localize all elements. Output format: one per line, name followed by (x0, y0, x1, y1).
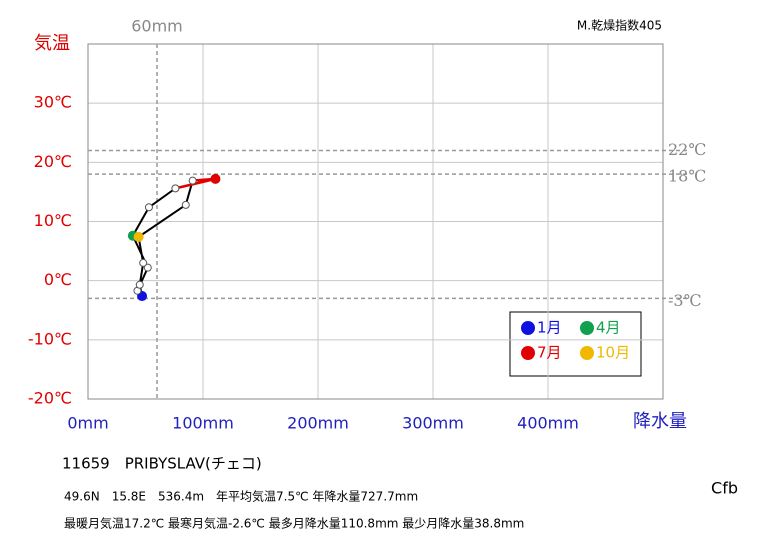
info-line: 49.6N 15.8E 536.4m 年平均気温7.5℃ 年降水量727.7mm (64, 489, 418, 504)
x-tick-label: 200mm (287, 414, 349, 433)
reference-label: 60mm (131, 17, 183, 36)
y-tick-label: 10℃ (34, 211, 72, 230)
dryness-index: M.乾燥指数405 (577, 18, 662, 33)
point (143, 263, 152, 272)
station: 11659 PRIBYSLAV(チェコ) (62, 455, 262, 473)
legend-label: 7月 (537, 344, 562, 362)
legend-label: 4月 (596, 319, 621, 337)
legend-label: 10月 (596, 344, 630, 362)
point (181, 200, 190, 209)
x-title: 降水量 (633, 411, 687, 432)
reference-label: 18℃ (668, 167, 706, 186)
x-tick-label: 400mm (517, 414, 579, 433)
reference-label: 22℃ (668, 140, 706, 159)
y-tick-label: 0℃ (44, 270, 72, 289)
point (139, 258, 148, 267)
legend-marker (580, 321, 594, 335)
x-tick-label: 300mm (402, 414, 464, 433)
y-tick-label: 30℃ (34, 93, 72, 112)
y-tick-label: 20℃ (34, 152, 72, 171)
point (171, 184, 180, 193)
info-line: 最暖月気温17.2℃ 最寒月気温-2.6℃ 最多月降水量110.8mm 最少月降… (64, 516, 524, 531)
month-point (133, 231, 144, 242)
legend-label: 1月 (537, 319, 562, 337)
legend-marker (521, 346, 535, 360)
reference-label: -3℃ (668, 291, 701, 310)
month-point (210, 173, 221, 184)
point (135, 280, 144, 289)
point (188, 176, 197, 185)
plot-border (87, 43, 664, 400)
y-tick-label: -10℃ (28, 329, 72, 348)
climate-class: Cfb (711, 479, 738, 498)
x-tick-label: 0mm (67, 414, 108, 433)
y-tick-label: -20℃ (28, 389, 72, 408)
legend-marker (521, 321, 535, 335)
point (144, 203, 153, 212)
legend-marker (580, 346, 594, 360)
x-tick-label: 100mm (172, 414, 234, 433)
y-title: 気温 (34, 33, 70, 54)
